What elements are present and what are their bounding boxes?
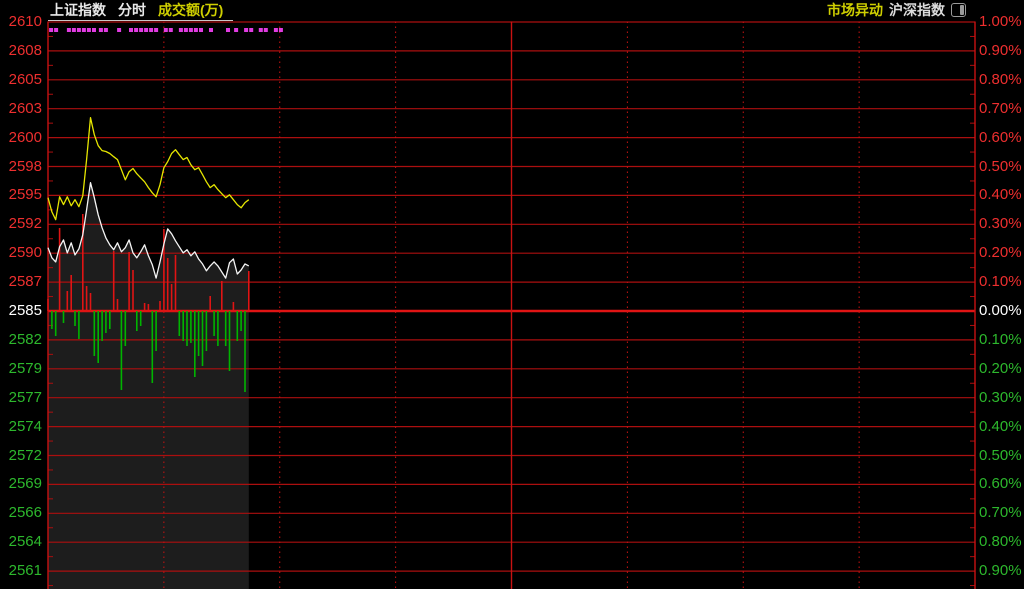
- axis-label: 2600: [8, 128, 42, 146]
- axis-label: 2610: [8, 13, 42, 30]
- avg-line-yellow: [47, 117, 250, 221]
- index-name-tab[interactable]: 上证指数: [50, 2, 106, 18]
- event-marker-dot: [163, 28, 168, 32]
- event-marker-dot: [258, 28, 263, 32]
- axis-label: 2577: [8, 388, 42, 406]
- axis-label: 2569: [8, 475, 42, 493]
- event-marker-dot: [273, 28, 278, 32]
- axis-label: 0.30%: [979, 388, 1022, 406]
- event-marker-dot: [92, 28, 96, 32]
- axis-label: 0.40%: [979, 417, 1022, 435]
- right-axis-percent-labels: 1.00% 0.90% 0.80% 0.70% 0.60% 0.50% 0.40% 0.30%…: [979, 0, 1024, 589]
- market-movers-tab[interactable]: 市场异动: [827, 2, 883, 18]
- event-marker-dot: [263, 28, 268, 32]
- event-marker-dot: [103, 28, 108, 32]
- axis-label: 0.60%: [979, 128, 1022, 146]
- axis-label: 2587: [8, 273, 42, 291]
- axis-label: 2585: [8, 302, 42, 319]
- hs-index-tab[interactable]: 沪深指数: [889, 2, 945, 18]
- axis-label: 0.20%: [979, 244, 1022, 262]
- axis-label: 2572: [8, 446, 42, 464]
- axis-label: 0.70%: [979, 99, 1022, 117]
- axis-label: 0.80%: [979, 70, 1022, 88]
- event-marker-dot: [193, 28, 198, 32]
- event-marker-dot: [54, 28, 59, 32]
- axis-label: 0.60%: [979, 475, 1022, 493]
- axis-label: 0.10%: [979, 330, 1022, 348]
- event-marker-dot: [183, 28, 188, 32]
- event-marker-dot: [49, 28, 54, 32]
- axis-label: 2582: [8, 330, 42, 348]
- event-marker-dot: [249, 28, 254, 32]
- axis-label: 0.00%: [979, 302, 1022, 319]
- event-marker-dot: [117, 28, 122, 32]
- axis-label: 2598: [8, 157, 42, 175]
- axis-label: 0.50%: [979, 157, 1022, 175]
- event-marker-dot: [244, 28, 249, 32]
- panel-toggle-icon[interactable]: [951, 3, 966, 17]
- axis-label: 0.70%: [979, 504, 1022, 522]
- axis-label: 0.90%: [979, 562, 1022, 580]
- axis-label: 2579: [8, 359, 42, 377]
- event-marker-dot: [86, 28, 91, 32]
- axis-label: 2561: [8, 562, 42, 580]
- price-area-fill: [48, 182, 249, 589]
- axis-label: 2590: [8, 244, 42, 262]
- left-axis-price-labels: 2610 2608 2605 2603 2600 2598 2595 2592 2590 2587…: [0, 0, 45, 589]
- event-marker-dot: [66, 28, 71, 32]
- event-marker-dot: [278, 28, 283, 32]
- axis-label: 1.00%: [979, 13, 1022, 30]
- minute-chart-tab[interactable]: 分时: [118, 2, 146, 18]
- event-marker-dot: [154, 28, 159, 32]
- axis-label: 2566: [8, 504, 42, 522]
- chart-title-group: 上证指数 分时 成交额(万): [50, 1, 223, 19]
- axis-label: 0.10%: [979, 273, 1022, 291]
- event-marker-dot: [98, 28, 103, 32]
- event-marker-dot: [149, 28, 154, 32]
- right-tabs-group: 市场异动 沪深指数: [827, 1, 966, 19]
- price-line-white: [47, 182, 250, 279]
- event-marker-dot: [199, 28, 203, 32]
- event-marker-dot: [144, 28, 149, 32]
- event-marker-dot: [76, 28, 81, 32]
- axis-label: 2574: [8, 417, 42, 435]
- event-marker-dot: [129, 28, 133, 32]
- event-marker-dot: [71, 28, 76, 32]
- event-marker-dot: [188, 28, 193, 32]
- axis-label: 2564: [8, 533, 42, 551]
- axis-label: 0.30%: [979, 215, 1022, 233]
- axis-label: 0.40%: [979, 186, 1022, 204]
- axis-label: 2595: [8, 186, 42, 204]
- axis-label: 2592: [8, 215, 42, 233]
- event-marker-dot: [168, 28, 173, 32]
- event-marker-dot: [134, 28, 139, 32]
- event-marker-dot: [234, 28, 239, 32]
- event-marker-dot: [178, 28, 183, 32]
- axis-label: 2603: [8, 99, 42, 117]
- event-marker-dot: [226, 28, 230, 32]
- event-marker-dot: [209, 28, 213, 32]
- event-marker-dot: [139, 28, 144, 32]
- axis-label: 0.90%: [979, 41, 1022, 59]
- axis-label: 2605: [8, 70, 42, 88]
- axis-label: 0.50%: [979, 446, 1022, 464]
- event-marker-dot: [81, 28, 86, 32]
- volume-label[interactable]: 成交额(万): [158, 2, 224, 18]
- axis-label: 0.80%: [979, 533, 1022, 551]
- axis-label: 2608: [8, 41, 42, 59]
- axis-label: 0.20%: [979, 359, 1022, 377]
- title-bar: 上证指数 分时 成交额(万) 市场异动 沪深指数: [0, 0, 1024, 20]
